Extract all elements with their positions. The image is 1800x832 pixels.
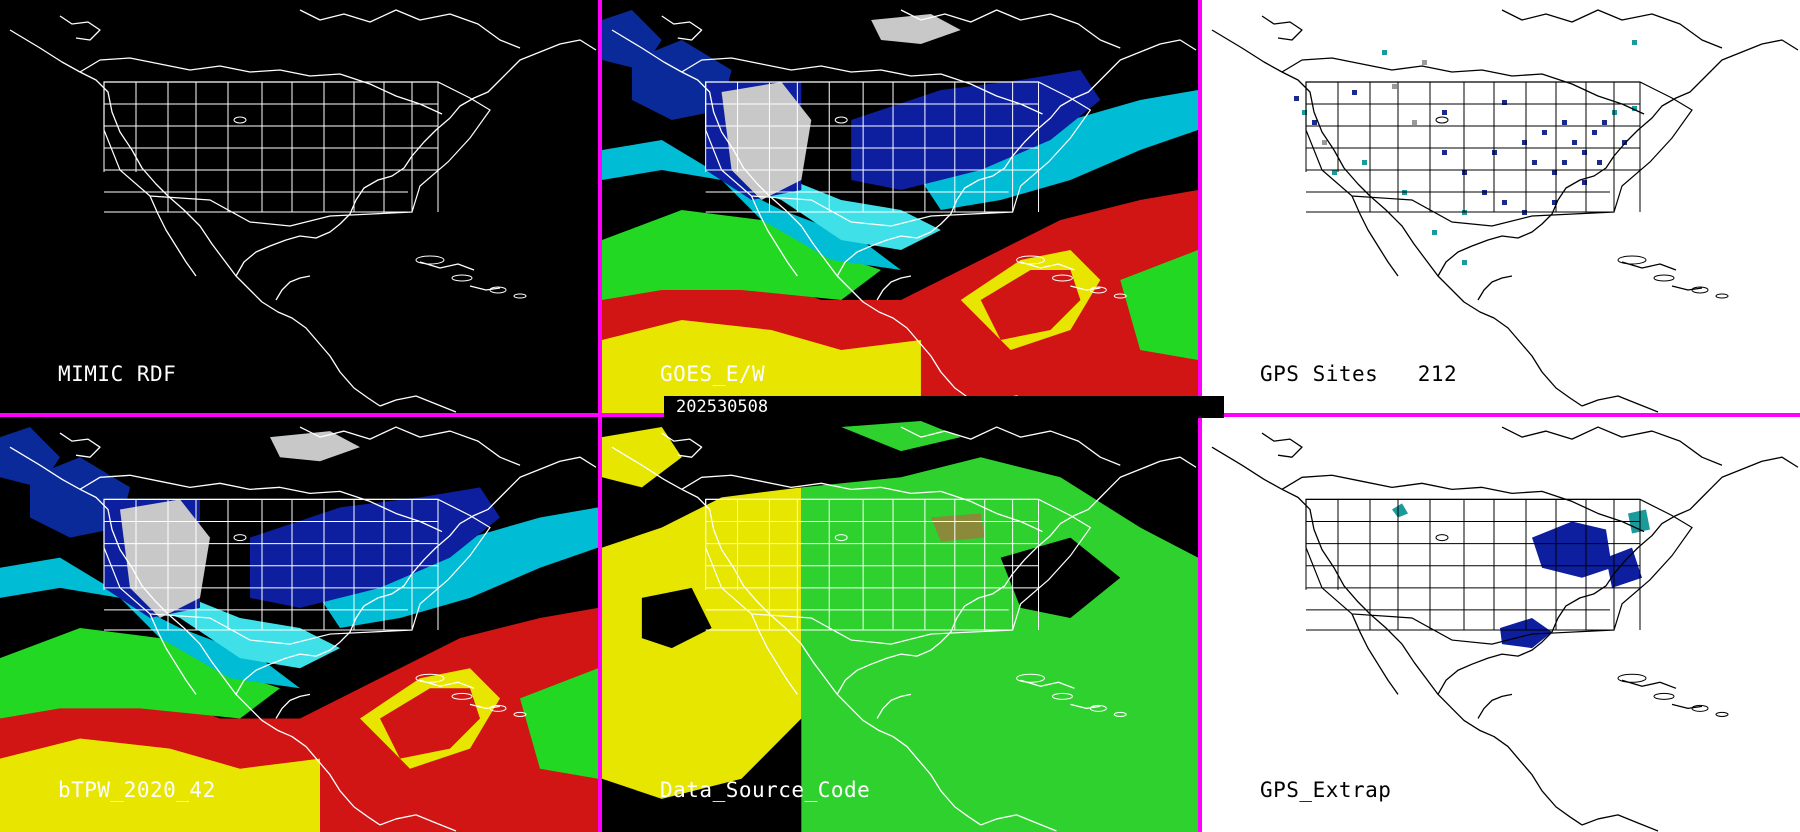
date-label: 202530508 [676,397,769,417]
yellow-band [0,738,320,832]
source-northwest [602,427,682,488]
red-core [380,688,480,759]
basemap-outlines [9,9,597,413]
gap-2 [1000,537,1121,618]
panel-label-gps-extrap: GPS_Extrap [1260,778,1392,802]
panel-label-gps-sites: GPS Sites 212 [1260,362,1458,386]
basemap-outlines [1211,9,1799,413]
panel-label-mimic-rdf: MIMIC RDF [58,362,177,386]
tpw-field-goes-ew [602,9,1198,413]
red-core [980,270,1081,340]
extrap-field [1392,503,1650,649]
panel-gps-extrap: GPS_Extrap [1202,417,1800,832]
basemap-mimic-rdf [9,9,597,413]
gray-dry [120,499,210,618]
basemap-outlines [611,426,1197,832]
basemap-outlines [611,9,1197,413]
extrap-east [1532,521,1612,578]
panel-label-data-source-code: Data_Source_Code [660,778,871,802]
site-markers [1294,40,1637,265]
gray-north [871,14,961,44]
divider-vertical-left [598,0,602,832]
source-north [841,421,961,452]
green-patch [1120,250,1198,360]
gray-north [270,431,360,462]
tpw-field-btpw [0,426,598,832]
extrap-north [1392,503,1408,518]
blue-east [851,70,1101,190]
source-west [602,487,802,799]
panel-mimic-rdf: MIMIC RDF [0,0,598,413]
gap-1 [641,587,712,649]
extrap-gulf [1500,617,1552,649]
blue-northwest [602,10,662,70]
panel-data-source-code: Data_Source_Code [602,417,1198,832]
panel-goes-ew: GOES_E/W [602,0,1198,413]
tpw-field [0,427,598,832]
basemap-outlines [1211,426,1799,832]
gps-extrap-map [1211,426,1799,832]
green-band [0,628,280,719]
panel-btpw: bTPW_2020_42 [0,417,598,832]
gps-sites-map [1211,9,1799,413]
panel-gps-sites: GPS Sites 212 [1202,0,1800,413]
panel-label-btpw: bTPW_2020_42 [58,778,216,802]
panel-label-goes-ew: GOES_E/W [660,362,766,386]
blend-patch [930,513,985,542]
source-field [602,421,1198,832]
basemap-outlines [9,426,597,832]
green-band [602,210,882,300]
source-east [801,457,1198,832]
extrap-coast [1606,547,1642,588]
data-source-field [602,421,1198,832]
yellow-band [602,320,921,413]
date-bar: 202530508 [664,396,1224,418]
green-patch [520,668,598,779]
cyan-band-west [0,557,300,689]
